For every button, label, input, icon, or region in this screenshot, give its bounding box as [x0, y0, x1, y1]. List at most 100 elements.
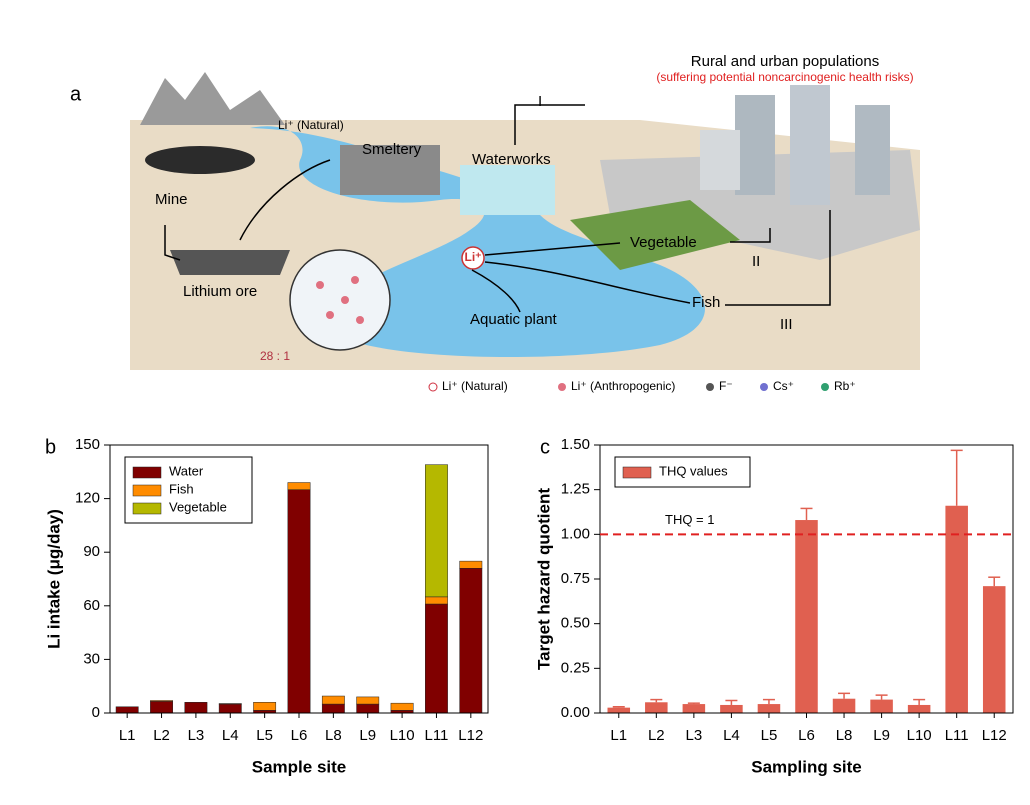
- legend-label: Cs⁺: [773, 379, 794, 393]
- waterworks-building: [460, 165, 555, 215]
- pathway-label: III: [780, 316, 793, 333]
- bar-segment: [321, 695, 345, 705]
- flow-line: [471, 269, 521, 313]
- bar-segment: [425, 464, 448, 598]
- y-tick-label: 0.25: [561, 659, 590, 676]
- bar: [795, 520, 818, 713]
- bar-segment: [218, 703, 242, 714]
- label: Mine: [155, 191, 188, 208]
- label: Smeltery: [362, 141, 422, 158]
- x-tick-label: L11: [424, 727, 448, 744]
- x-tick-label: L8: [836, 727, 853, 744]
- legend-label: Rb⁺: [834, 379, 856, 393]
- bar: [945, 505, 968, 713]
- y-tick-label: 0: [92, 704, 100, 721]
- bar: [607, 707, 631, 713]
- x-tick-label: L12: [458, 727, 483, 744]
- pathway-label: II: [752, 253, 760, 270]
- y-tick-label: 60: [83, 597, 100, 614]
- mine-pit: [145, 146, 255, 174]
- x-tick-label: L1: [119, 727, 136, 744]
- x-tick-label: L8: [325, 727, 342, 744]
- ion: [326, 311, 334, 319]
- city-block: [600, 150, 920, 260]
- bar-segment: [184, 702, 208, 714]
- legend-dot: [821, 383, 829, 391]
- tower: [790, 85, 830, 205]
- flow-line: [164, 225, 181, 261]
- bar-segment: [150, 700, 173, 702]
- bar: [832, 698, 856, 713]
- x-tick-label: L2: [153, 727, 170, 744]
- panel-label: b: [45, 436, 56, 458]
- legend-dot: [558, 383, 566, 391]
- bar: [982, 586, 1006, 713]
- legend-dot: [428, 382, 438, 392]
- x-tick-label: L11: [945, 727, 969, 744]
- tower: [855, 105, 890, 195]
- label: Waterworks: [472, 151, 551, 168]
- plot-frame: [599, 444, 1014, 714]
- legend-label: Li⁺ (Anthropogenic): [571, 379, 675, 393]
- illustration: a Rural and urban populations (suffering…: [70, 53, 920, 393]
- bar-segment: [321, 703, 345, 714]
- x-tick-label: L10: [907, 727, 932, 744]
- x-tick-label: L9: [359, 727, 376, 744]
- ion: [351, 276, 359, 284]
- x-tick-label: L3: [188, 727, 205, 744]
- y-tick-label: 0.00: [561, 704, 590, 721]
- mountain: [140, 72, 285, 125]
- building: [700, 130, 740, 190]
- bar: [682, 704, 706, 713]
- pathway-arrow: [514, 104, 585, 145]
- legend-swatch: [132, 502, 162, 515]
- bar-segment: [150, 701, 173, 714]
- legend-swatch: [132, 484, 162, 497]
- bar-segment: [287, 489, 311, 714]
- x-axis-label: Sampling site: [751, 757, 862, 776]
- bar-segment: [218, 703, 242, 705]
- legend-label: Li⁺ (Natural): [442, 379, 508, 393]
- ion: [341, 296, 349, 304]
- legend-label: THQ values: [659, 463, 728, 478]
- x-tick-label: L6: [291, 727, 308, 744]
- bar: [907, 704, 931, 713]
- legend-swatch: [132, 466, 162, 479]
- ore-pile: [170, 250, 290, 275]
- y-axis-label: Li intake (μg/day): [44, 509, 63, 649]
- y-tick-label: 1.00: [561, 525, 590, 542]
- bar-segment: [115, 706, 139, 714]
- legend-dot: [706, 383, 714, 391]
- bar: [870, 699, 893, 713]
- x-axis-label: Sample site: [252, 757, 347, 776]
- x-tick-label: L5: [761, 727, 778, 744]
- panel-label: c: [540, 436, 550, 458]
- label: 28 : 1: [260, 349, 290, 363]
- x-tick-label: L12: [982, 727, 1007, 744]
- label: Li⁺: [465, 250, 482, 264]
- y-axis-label: Target hazard quotient: [534, 488, 553, 670]
- x-tick-label: L6: [798, 727, 815, 744]
- x-tick-label: L4: [222, 727, 239, 744]
- legend-label: Water: [169, 463, 204, 478]
- bar-segment: [425, 603, 448, 714]
- x-tick-label: L9: [873, 727, 890, 744]
- li-node: [461, 246, 485, 270]
- panel-label: a: [70, 83, 82, 105]
- legend-label: Vegetable: [169, 499, 227, 514]
- y-tick-label: 1.25: [561, 481, 590, 498]
- reference-label: THQ = 1: [665, 512, 715, 527]
- flow-line: [484, 242, 621, 256]
- bar-segment: [390, 702, 414, 711]
- legend-dot: [760, 383, 768, 391]
- label: Aquatic plant: [470, 311, 558, 328]
- x-tick-label: L5: [256, 727, 273, 744]
- label: Li⁺ (Natural): [278, 118, 344, 132]
- bar: [720, 704, 743, 713]
- x-tick-label: L4: [723, 727, 740, 744]
- bar-segment: [459, 560, 483, 569]
- y-tick-label: 0.75: [561, 570, 590, 587]
- x-tick-label: L3: [686, 727, 703, 744]
- bar-segment: [425, 596, 448, 605]
- bar: [757, 704, 781, 713]
